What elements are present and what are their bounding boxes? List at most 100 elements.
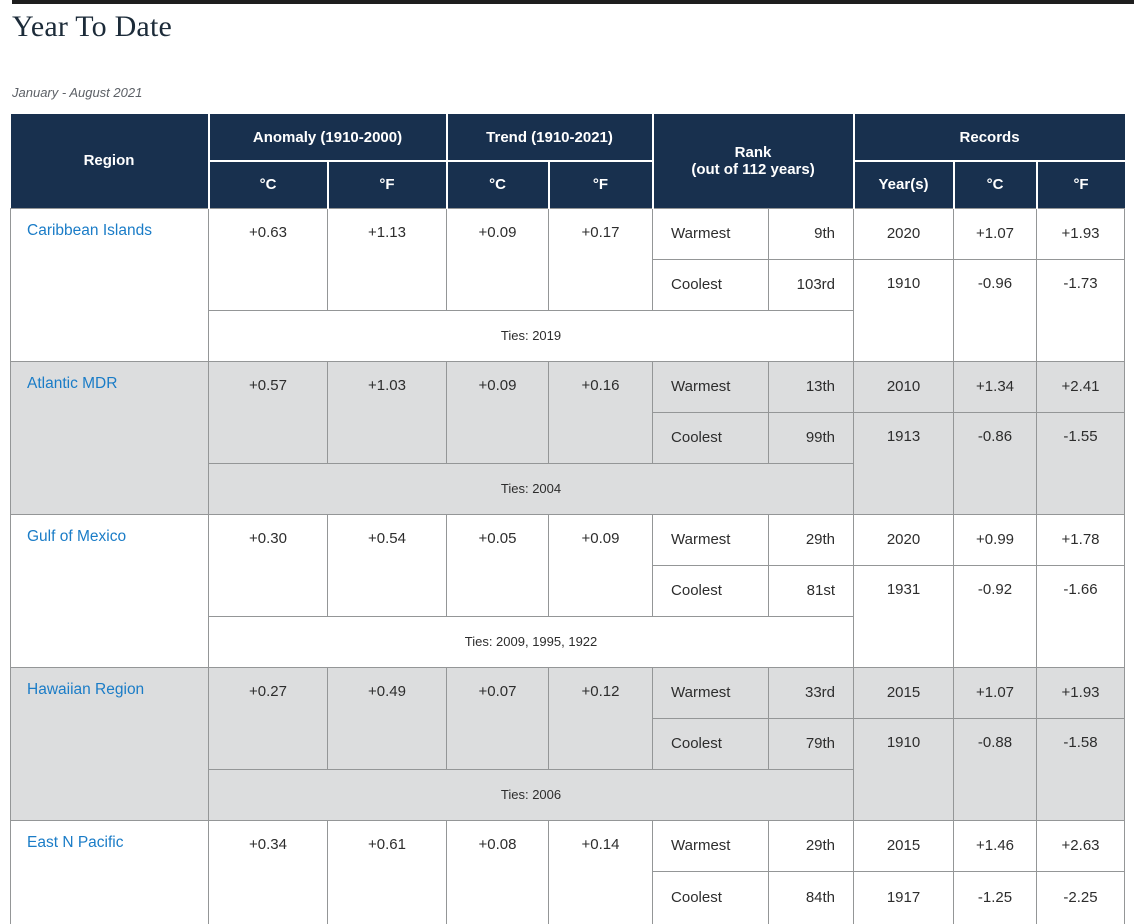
region-cell: Hawaiian Region [10, 666, 209, 821]
coolest-label: Coolest [652, 870, 770, 924]
table-row: East N Pacific +0.34 +0.61 +0.08 +0.14 W… [10, 819, 1126, 924]
trend-c-cell: +0.09 [446, 207, 549, 311]
warmest-year: 2015 [853, 666, 955, 719]
table-row: Coolest 103rd 1910 -0.96 -1.73 [11, 258, 1126, 362]
table-row: Coolest 84th 1917 -1.25 -2.25 [11, 870, 1126, 924]
trend-c-cell: +0.08 [446, 819, 549, 924]
table-row: Atlantic MDR +0.57 +1.03 +0.09 +0.16 War… [10, 360, 1126, 515]
warmest-record-c: +1.07 [953, 207, 1038, 260]
region-cell: Caribbean Islands [10, 207, 209, 362]
trend-f-cell: +0.17 [547, 207, 654, 311]
trend-c-cell: +0.05 [446, 513, 549, 617]
region-link-hawaiian-region[interactable]: Hawaiian Region [27, 680, 145, 698]
trend-f-cell: +0.12 [547, 666, 654, 770]
anomaly-f-cell: +0.49 [327, 666, 447, 770]
ties-cell: Ties: 2006 [207, 768, 855, 821]
warmest-year: 2015 [853, 819, 955, 872]
coolest-rank: 103rd [768, 258, 855, 311]
region-link-east-n-pacific[interactable]: East N Pacific [27, 833, 124, 851]
ties-cell: Ties: 2019 [207, 309, 855, 362]
page-title: Year To Date [12, 10, 173, 43]
anomaly-f-cell: +1.13 [327, 207, 447, 311]
anomaly-c-cell: +0.30 [208, 513, 328, 617]
warmest-record-f: +1.78 [1036, 513, 1126, 566]
ties-row: Ties: 2019 [11, 309, 1125, 362]
coolest-year: 1913 [853, 411, 955, 515]
table-row: Coolest 79th 1910 -0.88 -1.58 [11, 717, 1126, 821]
coolest-year: 1910 [853, 258, 955, 362]
warmest-record-f: +1.93 [1036, 666, 1126, 719]
header-rank-line1: Rank [734, 143, 772, 161]
warmest-rank: 29th [768, 513, 855, 566]
ties-cell: Ties: 2004 [207, 462, 855, 515]
warmest-label: Warmest [652, 360, 770, 413]
coolest-label: Coolest [652, 717, 770, 770]
warmest-label: Warmest [652, 666, 770, 719]
ties-row: Ties: 2006 [11, 768, 1125, 821]
trend-f-cell: +0.09 [547, 513, 654, 617]
table-row: Coolest 81st 1931 -0.92 -1.66 [11, 564, 1126, 668]
warmest-rank: 33rd [768, 666, 855, 719]
coolest-record-f: -1.73 [1036, 258, 1126, 362]
table-header: Region Anomaly (1910-2000) Trend (1910-2… [10, 114, 1125, 208]
header-records-years: Year(s) [852, 160, 954, 208]
warmest-record-f: +1.93 [1036, 207, 1126, 260]
coolest-record-c: -0.86 [953, 411, 1038, 515]
trend-c-cell: +0.07 [446, 666, 549, 770]
year-to-date-table: Region Anomaly (1910-2000) Trend (1910-2… [10, 114, 1126, 924]
coolest-rank: 84th [768, 870, 855, 924]
header-anomaly: Anomaly (1910-2000) [207, 114, 447, 161]
warmest-record-f: +2.63 [1036, 819, 1126, 872]
header-records-f: °F [1035, 160, 1125, 208]
coolest-record-f: -1.66 [1036, 564, 1126, 668]
warmest-rank: 13th [768, 360, 855, 413]
header-rank: Rank (out of 112 years) [651, 114, 854, 208]
header-trend-c: °C [445, 160, 549, 208]
ties-row: Ties: 2009, 1995, 1922 [11, 615, 1125, 668]
warmest-rank: 29th [768, 819, 855, 872]
coolest-record-f: -1.58 [1036, 717, 1126, 821]
region-link-gulf-of-mexico[interactable]: Gulf of Mexico [27, 527, 127, 545]
anomaly-c-cell: +0.63 [208, 207, 328, 311]
coolest-rank: 81st [768, 564, 855, 617]
warmest-year: 2020 [853, 207, 955, 260]
header-region: Region [10, 114, 209, 208]
coolest-label: Coolest [652, 411, 770, 464]
coolest-year: 1931 [853, 564, 955, 668]
warmest-record-c: +1.34 [953, 360, 1038, 413]
coolest-year: 1917 [853, 870, 955, 924]
anomaly-f-cell: +0.54 [327, 513, 447, 617]
coolest-rank: 99th [768, 411, 855, 464]
coolest-record-f: -2.25 [1036, 870, 1126, 924]
region-cell: East N Pacific [10, 819, 209, 924]
header-rank-line2: (out of 112 years) [691, 160, 815, 178]
anomaly-c-cell: +0.27 [208, 666, 328, 770]
ties-row: Ties: 2004 [11, 462, 1125, 515]
table-row: Caribbean Islands +0.63 +1.13 +0.09 +0.1… [10, 207, 1126, 362]
coolest-record-c: -0.88 [953, 717, 1038, 821]
region-link-atlantic-mdr[interactable]: Atlantic MDR [27, 374, 118, 392]
warmest-record-c: +0.99 [953, 513, 1038, 566]
header-trend-f: °F [547, 160, 653, 208]
warmest-label: Warmest [652, 207, 770, 260]
warmest-label: Warmest [652, 819, 770, 872]
coolest-rank: 79th [768, 717, 855, 770]
coolest-record-c: -0.92 [953, 564, 1038, 668]
table-row: Hawaiian Region +0.27 +0.49 +0.07 +0.12 … [10, 666, 1126, 821]
header-anomaly-c: °C [207, 160, 328, 208]
coolest-label: Coolest [652, 258, 770, 311]
page-subtitle: January - August 2021 [12, 85, 143, 100]
warmest-record-c: +1.46 [953, 819, 1038, 872]
anomaly-c-cell: +0.57 [208, 360, 328, 464]
table-row: Gulf of Mexico +0.30 +0.54 +0.05 +0.09 W… [10, 513, 1126, 668]
header-records: Records [852, 114, 1125, 161]
header-records-c: °C [952, 160, 1037, 208]
region-link-caribbean-islands[interactable]: Caribbean Islands [27, 221, 152, 239]
coolest-record-f: -1.55 [1036, 411, 1126, 515]
region-cell: Atlantic MDR [10, 360, 209, 515]
trend-f-cell: +0.14 [547, 819, 654, 924]
top-divider-rule [12, 0, 1134, 4]
trend-f-cell: +0.16 [547, 360, 654, 464]
coolest-record-c: -1.25 [953, 870, 1038, 924]
warmest-rank: 9th [768, 207, 855, 260]
